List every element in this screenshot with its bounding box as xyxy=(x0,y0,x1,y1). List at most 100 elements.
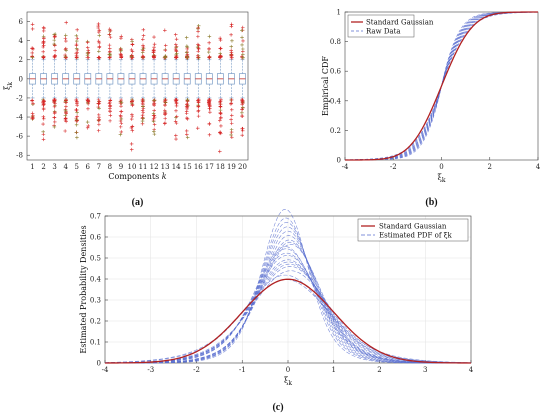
ytick-label-c: 0.4 xyxy=(90,276,102,284)
outlier-marker xyxy=(97,55,101,60)
outlier-marker xyxy=(196,105,201,109)
outlier-marker xyxy=(30,22,35,27)
outlier-marker xyxy=(229,121,234,126)
outlier-marker xyxy=(195,126,200,130)
outlier-marker xyxy=(118,125,123,129)
boxplot-component-11 xyxy=(139,27,147,126)
outlier-marker xyxy=(174,137,178,141)
outlier-marker xyxy=(118,113,123,118)
ytick-label-c: 0.3 xyxy=(90,297,101,305)
outlier-marker xyxy=(208,110,212,115)
outlier-marker xyxy=(152,42,157,47)
outlier-marker xyxy=(75,39,79,43)
legend-box-b xyxy=(347,14,415,38)
outlier-marker xyxy=(129,54,134,59)
boxplot-component-9 xyxy=(117,34,125,137)
legend-label-gaussian-b: Standard Gaussian xyxy=(366,19,434,27)
outlier-marker xyxy=(119,98,123,102)
outlier-marker xyxy=(64,110,68,115)
outlier-marker xyxy=(141,37,145,42)
xtick-label-a: 5 xyxy=(74,163,78,171)
outlier-marker xyxy=(152,108,156,113)
outlier-marker xyxy=(174,104,179,108)
outlier-marker xyxy=(118,52,123,56)
outlier-marker xyxy=(218,51,223,56)
xtick-label-a: 4 xyxy=(63,163,68,171)
outlier-marker xyxy=(229,44,234,49)
outlier-marker xyxy=(207,106,212,111)
outlier-marker xyxy=(53,110,57,115)
boxplot-component-18 xyxy=(216,36,224,154)
boxplot-component-13 xyxy=(161,28,169,126)
outlier-marker xyxy=(196,47,201,51)
outlier-marker xyxy=(30,27,35,31)
outlier-marker xyxy=(240,107,244,112)
xtick-label-a: 15 xyxy=(183,163,192,171)
outlier-marker xyxy=(173,119,178,124)
outlier-marker xyxy=(75,103,79,107)
outlier-marker xyxy=(141,106,146,111)
outlier-marker xyxy=(196,46,201,50)
xtick-label-a: 19 xyxy=(227,163,236,171)
outlier-marker xyxy=(41,98,46,103)
xtick-label-a: 1 xyxy=(30,163,34,171)
outlier-marker xyxy=(52,105,57,109)
outlier-marker xyxy=(218,104,222,109)
outlier-marker xyxy=(107,43,112,47)
outlier-marker xyxy=(74,107,79,112)
outlier-marker xyxy=(230,135,234,140)
outlier-marker xyxy=(74,56,79,60)
outlier-marker xyxy=(184,129,189,133)
outlier-marker xyxy=(185,44,189,49)
estimated-pdf-line xyxy=(104,274,472,364)
outlier-marker xyxy=(97,33,102,38)
outlier-marker xyxy=(196,23,201,28)
ytick-label-a: -8 xyxy=(16,152,23,160)
outlier-marker xyxy=(63,118,68,122)
outlier-marker xyxy=(97,49,101,54)
outlier-marker xyxy=(130,39,134,44)
outlier-marker xyxy=(152,129,156,134)
outlier-marker xyxy=(240,102,244,107)
xlabel-a: Components k xyxy=(108,172,166,181)
ylabel-a: ξk xyxy=(3,82,14,90)
outlier-marker xyxy=(85,45,90,50)
outlier-marker xyxy=(140,108,145,113)
ytick-label-b: 0 xyxy=(337,157,341,165)
outlier-marker xyxy=(130,114,135,118)
outlier-marker xyxy=(229,133,233,137)
outlier-marker xyxy=(229,55,234,60)
outlier-marker xyxy=(240,98,245,103)
outlier-marker xyxy=(218,38,223,42)
outlier-marker xyxy=(74,46,79,51)
outlier-marker xyxy=(96,26,101,30)
outlier-marker xyxy=(96,39,101,44)
outlier-marker xyxy=(241,47,245,51)
outlier-marker xyxy=(229,117,233,122)
outlier-marker xyxy=(63,129,67,133)
outlier-marker xyxy=(86,107,90,111)
outlier-marker xyxy=(174,109,178,113)
outlier-marker xyxy=(41,34,46,39)
outlier-marker xyxy=(196,55,200,60)
outlier-marker xyxy=(130,103,135,108)
outlier-marker xyxy=(86,124,91,128)
boxplot-component-16 xyxy=(194,23,202,130)
outlier-marker xyxy=(64,48,68,53)
outlier-marker xyxy=(52,42,56,46)
outlier-marker xyxy=(96,98,101,102)
outlier-marker xyxy=(218,111,223,115)
xtick-label-a: 14 xyxy=(172,163,181,171)
outlier-marker xyxy=(240,114,245,118)
outlier-marker xyxy=(184,35,189,40)
outlier-marker xyxy=(129,147,134,152)
outlier-marker xyxy=(53,54,57,59)
outlier-marker xyxy=(30,99,34,103)
ytick-label-c: 0.5 xyxy=(90,255,101,263)
outlier-marker xyxy=(41,43,46,48)
outlier-marker xyxy=(107,101,112,106)
outlier-marker xyxy=(96,128,101,133)
outlier-marker xyxy=(130,101,134,106)
outlier-marker xyxy=(229,101,234,105)
legend-box-c xyxy=(357,218,469,242)
